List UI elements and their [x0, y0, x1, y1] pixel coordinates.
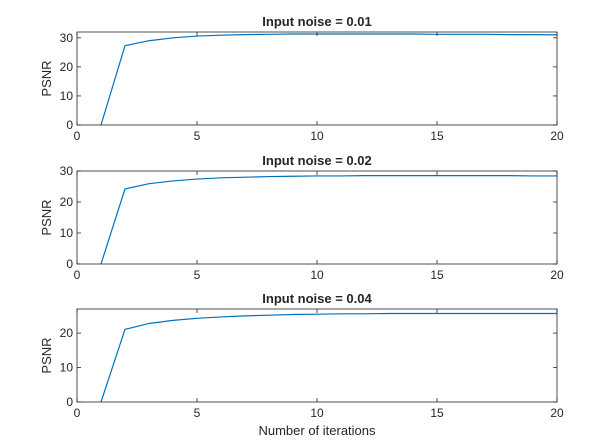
x-tick-label: 15	[430, 129, 444, 143]
y-axis-label: PSNR	[39, 337, 54, 373]
y-tick-label: 0	[66, 118, 73, 132]
x-tick-label: 5	[194, 129, 201, 143]
y-tick-label: 20	[60, 60, 74, 74]
y-tick-label: 0	[66, 257, 73, 271]
y-tick-label: 30	[60, 31, 74, 45]
psnr-series-line	[100, 175, 557, 265]
x-tick-label: 0	[74, 406, 81, 420]
x-tick-label: 5	[194, 268, 201, 282]
subplot-title: Input noise = 0.02	[262, 153, 371, 168]
x-tick-label: 0	[74, 268, 81, 282]
y-tick-label: 10	[60, 89, 74, 103]
y-tick-label: 20	[60, 326, 74, 340]
subplot-title: Input noise = 0.01	[262, 14, 371, 29]
subplot-3: 0 5 10 15 20 0 10 20 Input noise = 0.04 PSNR Numbe…	[39, 291, 564, 438]
x-tick-label: 20	[550, 406, 564, 420]
x-tick-label: 15	[430, 406, 444, 420]
y-tick-label: 10	[60, 226, 74, 240]
y-tick-label: 20	[60, 195, 74, 209]
subplot-2: 0 5 10 15 20 0 10 20 30 Input noise = 0.02 PSNR	[39, 153, 564, 282]
axes-box	[76, 31, 558, 126]
x-tick-label: 10	[310, 268, 324, 282]
subplot-1: 0 5 10 15 20 0 10 20 30 Input noise = 0.01 PSNR	[39, 14, 564, 143]
x-tick-label: 0	[74, 129, 81, 143]
x-tick-label: 10	[310, 406, 324, 420]
axes-box	[76, 170, 558, 265]
x-tick-label: 15	[430, 268, 444, 282]
x-tick-label: 20	[550, 129, 564, 143]
y-tick-label: 30	[60, 164, 74, 178]
subplot-title: Input noise = 0.04	[262, 291, 372, 306]
y-tick-label: 10	[60, 361, 74, 375]
y-axis-label: PSNR	[39, 199, 54, 235]
psnr-series-line	[100, 312, 557, 403]
x-tick-label: 5	[194, 406, 201, 420]
y-axis-label: PSNR	[39, 60, 54, 96]
x-axis-label: Number of iterations	[258, 423, 376, 438]
y-tick-label: 0	[66, 395, 73, 409]
psnr-series-line	[100, 33, 558, 126]
x-tick-label: 10	[310, 129, 324, 143]
x-tick-label: 20	[550, 268, 564, 282]
